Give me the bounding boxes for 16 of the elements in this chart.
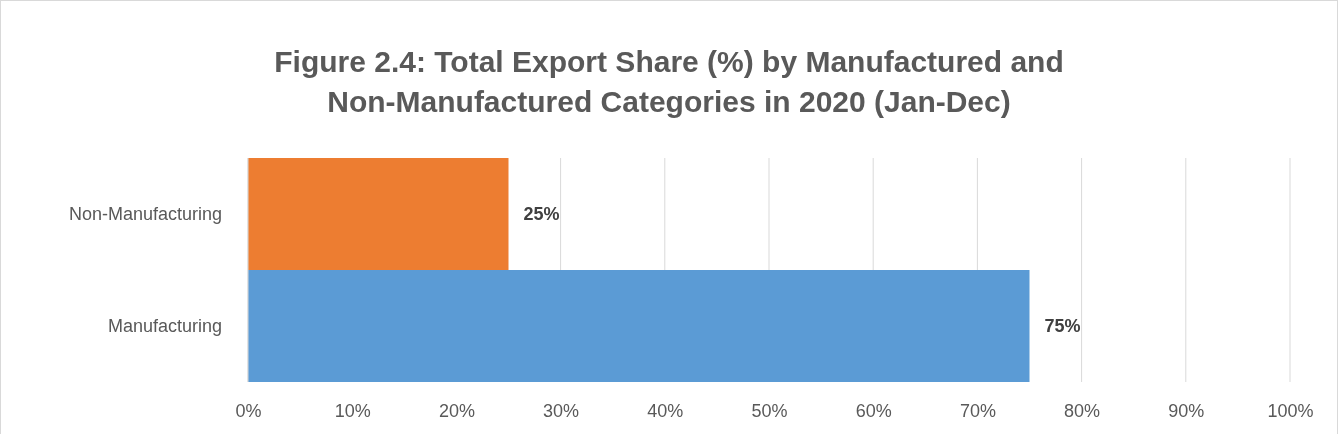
data-label: 75% [1044, 316, 1081, 337]
x-tick-label: 90% [1168, 400, 1205, 421]
data-label: 25% [523, 204, 560, 225]
chart-title: Figure 2.4: Total Export Share (%) by Manufactured and Non-Manufactured Categories in 2020 (Jan-Dec) [274, 45, 1064, 118]
x-tick-label: 30% [543, 400, 580, 421]
x-tick-label: 80% [1064, 400, 1101, 421]
x-tick-label: 100% [1267, 400, 1314, 421]
y-tick-label: Manufacturing [107, 315, 222, 336]
x-tick-label: 50% [751, 400, 788, 421]
x-tick-label: 70% [959, 400, 996, 421]
x-tick-label: 10% [334, 400, 371, 421]
x-tick-label: 0% [235, 400, 262, 421]
x-tick-label: 60% [855, 400, 892, 421]
x-tick-label: 20% [438, 400, 475, 421]
y-tick-label: Non-Manufacturing [68, 203, 222, 224]
x-tick-label: 40% [647, 400, 684, 421]
